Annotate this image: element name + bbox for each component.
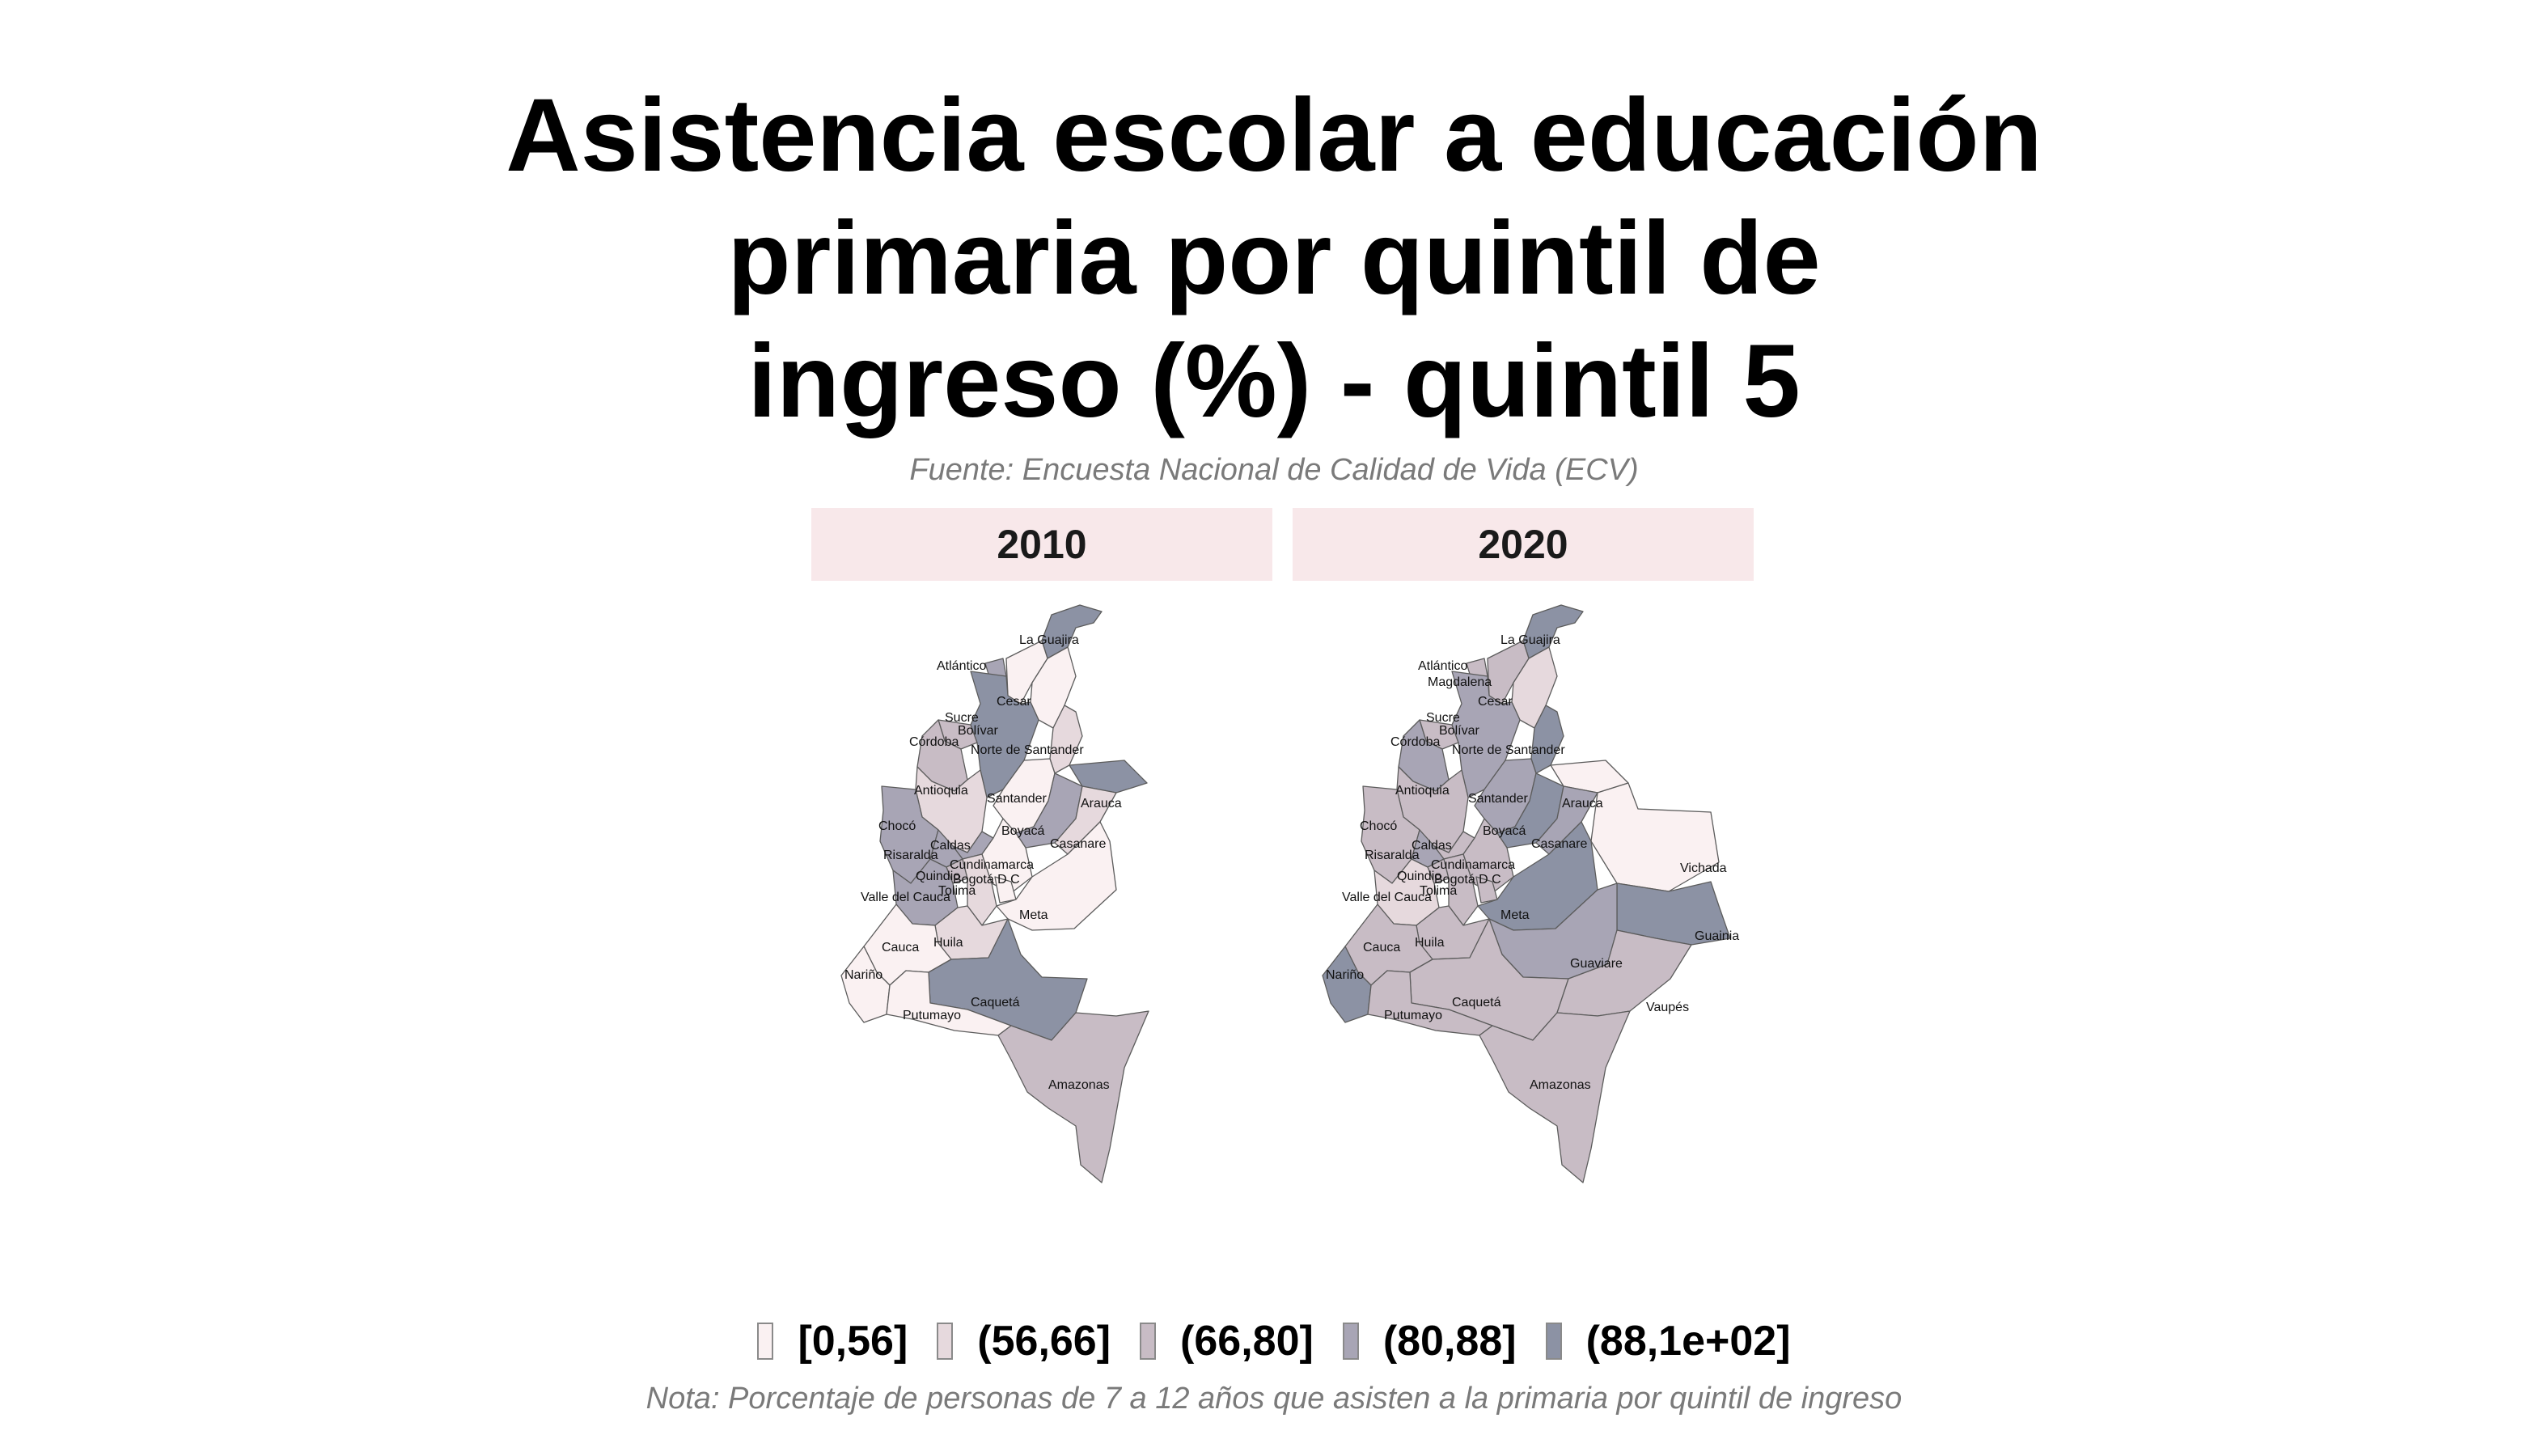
panel-header-2020: 2020 [1293, 508, 1754, 581]
legend-item: (56,66] [937, 1317, 1111, 1365]
legend-item: (80,88] [1342, 1317, 1517, 1365]
map-panel-2020: La Guajira Atlántico Magdalena Cesar Sucre Bo… [1290, 599, 1759, 1197]
legend-key-swatch [757, 1323, 774, 1360]
legend-item: (88,1e+02] [1545, 1317, 1791, 1365]
department-label: Bolívar [958, 724, 998, 738]
department-label: Córdoba [1390, 735, 1440, 749]
department-label: Chocó [878, 819, 916, 833]
department-label: Cundinamarca [1431, 858, 1515, 872]
department-label: La Guajira [1019, 633, 1079, 647]
legend-label: (66,80] [1180, 1318, 1314, 1365]
department-label: Caquetá [971, 996, 1020, 1009]
legend-item: [0,56] [757, 1317, 908, 1365]
department-label: Vaupés [1646, 1001, 1689, 1014]
department-label: Tolima [1420, 884, 1457, 898]
legend-label: (80,88] [1382, 1318, 1517, 1365]
department-label: Nariño [1326, 968, 1364, 982]
department-label: Magdalena [1428, 675, 1492, 689]
department-label: Santander [987, 792, 1048, 806]
department-region [1069, 760, 1148, 794]
department-label: Atlántico [937, 659, 986, 673]
department-label: Guainia [1695, 929, 1739, 943]
department-label: Amazonas [1048, 1078, 1110, 1092]
department-label: Cauca [882, 941, 919, 954]
department-label: Risaralda [1365, 849, 1420, 862]
department-label: Tolima [938, 884, 976, 898]
department-label: Risaralda [883, 849, 938, 862]
colombia-map-2010: La Guajira Atlántico Cesar SucreBolívarCórd… [840, 604, 1149, 1183]
source-caption: Fuente: Encuesta Nacional de Calidad de … [909, 453, 1639, 487]
department-label: Putumayo [1384, 1009, 1442, 1022]
department-label: Arauca [1081, 797, 1122, 811]
department-label: Casanare [1050, 837, 1106, 851]
legend-key-swatch [1545, 1323, 1562, 1360]
colombia-map-2020: La GuajiraAtlánticoMagdalenaCesarSucreBo… [1322, 604, 1739, 1183]
title-line-2: primaria por quintil de [727, 201, 1821, 316]
department-label: Boyacá [1001, 824, 1044, 838]
department-region [962, 853, 997, 926]
department-label: Huila [933, 936, 963, 950]
legend-label: (88,1e+02] [1585, 1318, 1791, 1365]
department-label: Chocó [1360, 819, 1397, 833]
department-label: Valle del Cauca [1342, 891, 1432, 904]
department-label: Cundinamarca [950, 858, 1034, 872]
department-label: Antioquia [914, 784, 968, 798]
department-label: Caquetá [1452, 996, 1501, 1009]
legend: [0,56] (56,66] (66,80] (80,88] (88,1e+02… [0, 1317, 2548, 1365]
department-region [1590, 782, 1720, 892]
department-label: Vichada [1680, 861, 1727, 875]
department-label: Cauca [1363, 941, 1400, 954]
department-label: Cesar [1478, 695, 1513, 709]
legend-label: [0,56] [798, 1318, 908, 1365]
panel-header-2010: 2010 [811, 508, 1272, 581]
department-label: Antioquia [1395, 784, 1450, 798]
department-region [1522, 604, 1584, 659]
department-label: Meta [1500, 908, 1530, 922]
department-region [996, 821, 1117, 931]
department-label: Atlántico [1418, 659, 1467, 673]
department-label: Caldas [1412, 839, 1452, 853]
department-label: Bogotá D C [1434, 873, 1501, 887]
title-line-1: Asistencia escolar a educación [506, 78, 2042, 193]
department-label: Caldas [930, 839, 971, 853]
department-label: Quindio [1397, 870, 1441, 883]
legend-key-swatch [1342, 1323, 1359, 1360]
legend-item: (66,80] [1140, 1317, 1314, 1365]
department-label: Arauca [1562, 797, 1603, 811]
department-label: Norte de Santander [971, 743, 1084, 757]
chart-title: Asistencia escolar a educación primaria … [0, 74, 2548, 443]
department-label: Guaviare [1570, 957, 1623, 971]
department-label: Huila [1415, 936, 1445, 950]
department-label: Valle del Cauca [861, 891, 950, 904]
department-label: Norte de Santander [1452, 743, 1565, 757]
department-label: Nariño [844, 968, 882, 982]
department-region [1479, 1010, 1631, 1183]
department-label: Bolívar [1439, 724, 1479, 738]
department-label: La Guajira [1500, 633, 1560, 647]
department-label: Amazonas [1530, 1078, 1591, 1092]
department-label: Bogotá D C [953, 873, 1020, 887]
department-label: Casanare [1531, 837, 1587, 851]
department-label: Quindio [916, 870, 960, 883]
title-line-3: ingreso (%) - quintil 5 [747, 324, 1801, 439]
department-label: Córdoba [909, 735, 959, 749]
legend-key-swatch [937, 1323, 954, 1360]
footnote: Nota: Porcentaje de personas de 7 a 12 a… [645, 1382, 1903, 1416]
department-region [997, 1010, 1149, 1183]
department-label: Sucre [945, 711, 979, 725]
department-label: Meta [1019, 908, 1048, 922]
department-label: Boyacá [1483, 824, 1526, 838]
department-label: Putumayo [903, 1009, 961, 1022]
legend-label: (56,66] [977, 1318, 1111, 1365]
department-region [1041, 604, 1103, 659]
department-region [1443, 853, 1479, 926]
department-label: Sucre [1426, 711, 1460, 725]
department-label: Santander [1468, 792, 1529, 806]
department-label: Cesar [997, 695, 1031, 709]
legend-key-swatch [1140, 1323, 1157, 1360]
map-panel-2010: La Guajira Atlántico Cesar Sucre Bolívar Córd… [809, 599, 1278, 1197]
